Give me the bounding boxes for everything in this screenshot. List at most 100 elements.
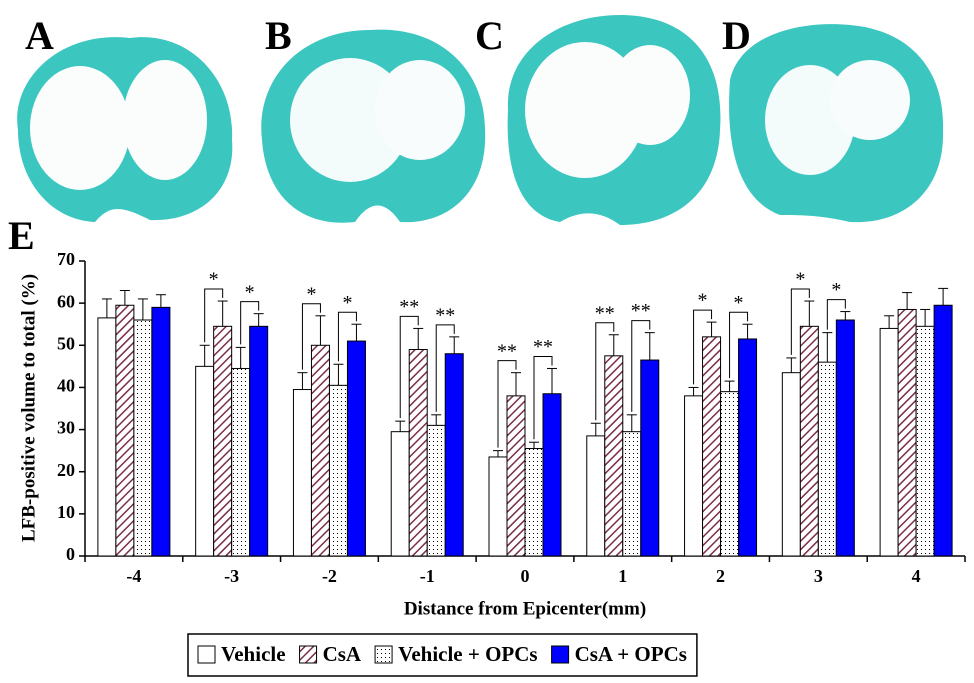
y-tick-label: 20 [57, 460, 75, 480]
bar [720, 391, 740, 557]
significance-bracket [399, 315, 419, 419]
legend-label: Vehicle [221, 642, 286, 666]
significance-bracket [301, 303, 321, 370]
significance-bracket [595, 322, 615, 421]
significance-bracket [729, 311, 749, 379]
bar [213, 325, 233, 557]
legend-swatch [374, 645, 393, 664]
panel-label: C [475, 13, 504, 58]
significance-label: * [831, 279, 841, 301]
x-tick-label: -2 [322, 566, 337, 586]
panel-label: D [722, 13, 751, 58]
significance-label: * [306, 283, 316, 305]
significance-bracket [693, 309, 713, 385]
y-tick-label: 50 [57, 333, 75, 353]
significance-bracket [533, 355, 553, 440]
legend-label: CsA + OPCs [575, 642, 687, 666]
panel-label: A [25, 13, 54, 58]
legend-swatch [197, 645, 216, 664]
bar [231, 367, 251, 557]
y-tick-label: 0 [66, 544, 75, 564]
bar [506, 395, 526, 557]
significance-bracket [497, 360, 517, 448]
bar [835, 319, 855, 557]
bar [586, 435, 606, 557]
x-tick-label: 3 [814, 566, 823, 586]
significance-label: ** [533, 336, 553, 358]
bar [622, 431, 642, 557]
legend: Vehicle CsA Vehicle + OPCs CsA + OPCs [187, 633, 698, 677]
significance-bracket [240, 301, 260, 345]
bar [328, 384, 348, 557]
significance-label: * [245, 281, 255, 303]
bar [292, 389, 312, 557]
bar [97, 317, 117, 557]
y-tick-label: 40 [57, 376, 75, 396]
x-tick-label: 0 [521, 566, 530, 586]
bar [604, 355, 624, 557]
significance-bracket [790, 288, 810, 355]
y-tick-label: 70 [57, 249, 75, 269]
x-tick-label: -1 [420, 566, 435, 586]
significance-label: * [734, 292, 744, 314]
x-tick-label: -4 [126, 566, 141, 586]
x-axis-title: Distance from Epicenter(mm) [404, 598, 646, 619]
significance-label: * [698, 290, 708, 312]
bar [426, 424, 446, 557]
significance-bracket [435, 324, 455, 412]
significance-label: ** [595, 302, 615, 324]
bar [817, 361, 837, 557]
significance-label: * [795, 269, 805, 291]
significance-bracket [337, 311, 357, 362]
y-tick-label: 60 [57, 291, 75, 311]
x-tick-label: -3 [224, 566, 239, 586]
bar [195, 365, 215, 557]
section-a [17, 37, 233, 222]
bar [488, 456, 508, 557]
significance-label: ** [497, 340, 517, 362]
panel-label: B [265, 13, 292, 58]
bar [640, 359, 660, 557]
bar [524, 448, 544, 557]
bar [933, 304, 953, 557]
significance-label: ** [399, 296, 419, 318]
significance-bracket [826, 299, 846, 330]
legend-label: Vehicle + OPCs [398, 642, 538, 666]
legend-swatch [551, 645, 570, 664]
bar [684, 395, 704, 557]
significance-label: ** [631, 300, 651, 322]
bar [346, 340, 366, 557]
significance-bracket [204, 288, 224, 343]
y-tick-label: 30 [57, 418, 75, 438]
significance-bracket [631, 320, 651, 412]
bar [781, 372, 801, 557]
section-b [261, 29, 486, 223]
significance-label: * [342, 292, 352, 314]
bar [879, 327, 899, 557]
legend-box [187, 633, 698, 677]
legend-label: CsA [323, 642, 362, 666]
bar [915, 325, 935, 557]
bar [702, 336, 722, 557]
y-axis-title: LFB-positive volume to total (%) [18, 274, 39, 542]
bar [390, 431, 410, 557]
legend-swatch [299, 645, 318, 664]
y-tick-label: 10 [57, 502, 75, 522]
section-c [507, 15, 721, 225]
x-tick-label: 4 [912, 566, 921, 586]
panel-label: E [8, 213, 35, 258]
bar [133, 319, 153, 557]
bar [408, 349, 428, 557]
bar [310, 344, 330, 557]
bar [542, 393, 562, 557]
bar [799, 325, 819, 557]
bar [738, 338, 758, 557]
bar [444, 353, 464, 557]
significance-label: * [209, 269, 219, 291]
x-tick-label: 1 [618, 566, 627, 586]
significance-label: ** [435, 304, 455, 326]
x-tick-label: 2 [716, 566, 725, 586]
bar [151, 306, 171, 557]
bar [249, 325, 269, 557]
